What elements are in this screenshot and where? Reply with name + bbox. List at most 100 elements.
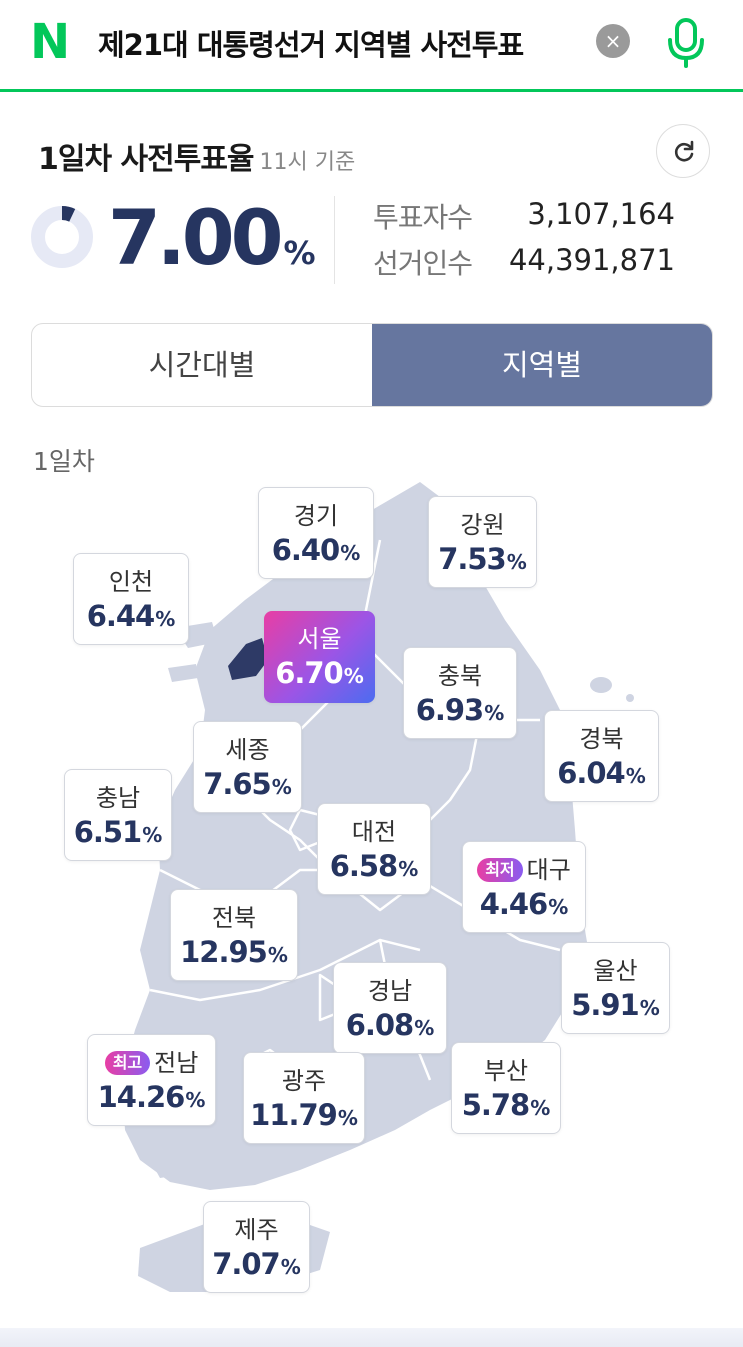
region-rate-unit: % [337, 1106, 358, 1130]
tab-by-time[interactable]: 시간대별 [148, 348, 256, 382]
region-name: 충북 [437, 662, 483, 690]
region-gyeonggi[interactable]: 경기 6.40% [258, 487, 374, 579]
region-rate-unit: % [398, 857, 419, 881]
region-name: 세종 [225, 736, 270, 764]
clear-search-button[interactable]: × [596, 24, 630, 58]
region-name: 강원 [460, 511, 505, 539]
region-rate: 5.78% [452, 1087, 560, 1126]
refresh-button[interactable] [656, 124, 710, 178]
view-tabs: 시간대별 지역별 [31, 323, 713, 407]
region-rate-value: 7.65 [203, 767, 272, 801]
voters-value: 3,107,164 [527, 197, 675, 231]
summary-title: 1일차 사전투표율 11시 기준 [38, 134, 355, 178]
day-label: 1일차 [33, 447, 95, 476]
region-rate-value: 12.95 [180, 935, 268, 969]
region-rate-value: 11.79 [250, 1098, 338, 1132]
region-sejong[interactable]: 세종 7.65% [193, 721, 302, 813]
region-rate: 5.91% [562, 987, 669, 1026]
region-rate-unit: % [414, 1016, 435, 1040]
region-rate-unit: % [639, 996, 660, 1020]
region-rate-value: 4.46 [479, 887, 549, 921]
region-rate: 11.79% [244, 1097, 364, 1136]
microphone-icon[interactable] [664, 16, 708, 68]
region-rate-unit: % [267, 943, 288, 967]
region-gyeongnam[interactable]: 경남 6.08% [333, 962, 447, 1054]
region-rate-unit: % [280, 1255, 301, 1279]
region-rate-unit: % [340, 541, 361, 565]
voters-label: 투표자수 [373, 201, 473, 234]
region-rate-unit: % [271, 775, 292, 799]
region-rate-value: 6.44 [86, 599, 156, 633]
lowest-badge: 최저 [477, 858, 523, 882]
region-rate-unit: % [343, 664, 364, 688]
turnout-rate: 7.00% [108, 196, 316, 295]
region-map: 경기 6.40% 강원 7.53% 인천 6.44% 서울 6.70% 충북 6… [0, 470, 743, 1320]
region-rate-value: 6.70 [275, 656, 344, 690]
region-name: 경기 [293, 502, 339, 530]
region-rate: 14.26% [88, 1079, 215, 1118]
region-rate: 12.95% [171, 934, 297, 973]
region-rate-value: 6.04 [557, 756, 626, 790]
region-name: 경북 [579, 725, 624, 753]
region-jeju[interactable]: 제주 7.07% [203, 1201, 310, 1293]
region-rate: 6.93% [404, 692, 516, 731]
region-name: 최저 대구 [463, 854, 585, 886]
region-rate: 6.08% [334, 1007, 446, 1046]
region-chungnam[interactable]: 충남 6.51% [64, 769, 172, 861]
region-rate-unit: % [625, 764, 646, 788]
region-gwangju[interactable]: 광주 11.79% [243, 1052, 365, 1144]
region-daegu[interactable]: 최저 대구 4.46% [462, 841, 586, 933]
electorate-value: 44,391,871 [508, 243, 675, 277]
time-basis: 11시 기준 [259, 150, 356, 175]
region-rate: 6.04% [545, 755, 658, 794]
highest-badge: 최고 [104, 1051, 151, 1075]
region-rate-unit: % [530, 1096, 551, 1120]
region-rate-value: 6.93 [415, 693, 485, 727]
region-rate-unit: % [548, 895, 569, 919]
region-name: 전북 [211, 904, 257, 932]
region-name: 충남 [95, 784, 141, 812]
region-rate-value: 6.08 [345, 1008, 415, 1042]
region-name: 인천 [108, 568, 154, 596]
turnout-rate-value: 7.00 [108, 193, 284, 282]
summary-title-text: 1일차 사전투표율 [38, 142, 255, 177]
region-jeonnam[interactable]: 최고 전남 14.26% [87, 1034, 216, 1126]
electorate-label: 선거인수 [373, 247, 473, 280]
region-rate-value: 6.51 [73, 815, 143, 849]
region-rate: 6.40% [259, 532, 373, 571]
refresh-icon [674, 140, 694, 162]
search-query[interactable]: 제21대 대통령선거 지역별 사전투표 [98, 28, 524, 62]
region-chungbuk[interactable]: 충북 6.93% [403, 647, 517, 739]
region-jeonbuk[interactable]: 전북 12.95% [170, 889, 298, 981]
region-rate-value: 7.07 [212, 1247, 281, 1281]
turnout-ring-icon [31, 205, 93, 268]
region-incheon[interactable]: 인천 6.44% [73, 553, 189, 645]
region-rate: 4.46% [463, 886, 585, 925]
region-gangwon[interactable]: 강원 7.53% [428, 496, 537, 588]
region-rate-value: 6.40 [271, 533, 341, 567]
region-name: 부산 [483, 1057, 529, 1085]
bottom-strip [0, 1328, 743, 1347]
region-name: 서울 [297, 625, 342, 653]
region-name-text: 대구 [526, 856, 571, 884]
search-bar: N 제21대 대통령선거 지역별 사전투표 × [0, 0, 743, 92]
naver-logo[interactable]: N [30, 14, 71, 70]
region-busan[interactable]: 부산 5.78% [451, 1042, 561, 1134]
region-rate: 7.65% [194, 766, 301, 805]
region-rate-unit: % [506, 550, 527, 574]
turnout-rate-unit: % [283, 234, 316, 272]
region-rate-unit: % [484, 701, 505, 725]
region-name: 최고 전남 [88, 1047, 215, 1079]
region-rate-value: 7.53 [438, 542, 507, 576]
region-name: 경남 [367, 977, 413, 1005]
region-rate: 6.58% [318, 848, 430, 887]
region-name-text: 전남 [154, 1049, 199, 1077]
region-rate-value: 5.78 [461, 1088, 531, 1122]
region-name: 울산 [593, 957, 638, 985]
region-seoul[interactable]: 서울 6.70% [264, 611, 375, 703]
region-ulsan[interactable]: 울산 5.91% [561, 942, 670, 1034]
tab-by-region[interactable]: 지역별 [372, 324, 712, 406]
region-gyeongbuk[interactable]: 경북 6.04% [544, 710, 659, 802]
region-daejeon[interactable]: 대전 6.58% [317, 803, 431, 895]
summary-divider [334, 196, 335, 284]
